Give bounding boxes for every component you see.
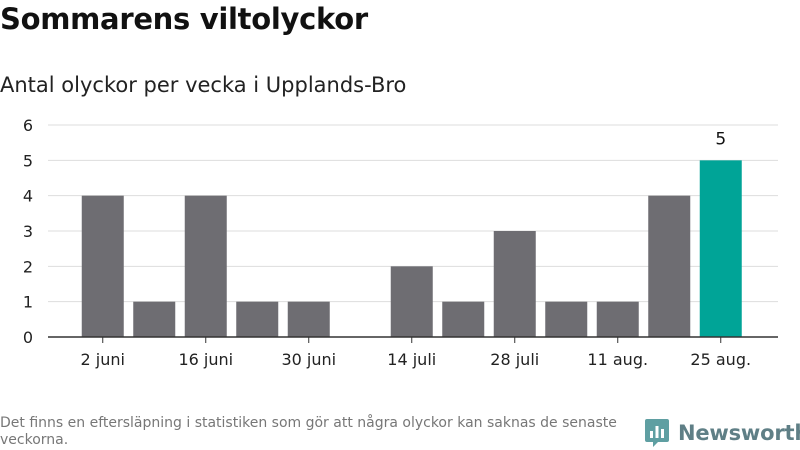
bar — [596, 301, 639, 337]
x-tick-label: 11 aug. — [587, 350, 648, 369]
y-tick-label: 1 — [23, 293, 33, 312]
bar — [236, 301, 279, 337]
chart-title: Sommarens viltolyckor — [0, 2, 368, 36]
bar — [648, 195, 691, 337]
x-tick-label: 25 aug. — [690, 350, 751, 369]
y-tick-label: 4 — [23, 187, 33, 206]
brand-logo: Newsworthy — [644, 418, 800, 448]
bar — [287, 301, 330, 337]
bar — [545, 301, 588, 337]
y-tick-label: 6 — [23, 116, 33, 135]
y-tick-label: 2 — [23, 257, 33, 276]
footnote: Det finns en eftersläpning i statistiken… — [0, 415, 617, 448]
x-tick-label: 28 juli — [490, 350, 539, 369]
y-tick-label: 5 — [23, 151, 33, 170]
bar — [493, 231, 536, 337]
bar — [81, 195, 124, 337]
y-tick-label: 0 — [23, 328, 33, 347]
x-tick-label: 30 juni — [281, 350, 336, 369]
bar-highlighted — [699, 160, 742, 337]
y-tick-label: 3 — [23, 222, 33, 241]
bar — [390, 266, 433, 337]
x-tick-label: 16 juni — [178, 350, 233, 369]
data-label: 5 — [715, 129, 726, 149]
bar — [184, 195, 227, 337]
bar — [133, 301, 176, 337]
bar — [442, 301, 485, 337]
x-tick-label: 14 juli — [387, 350, 436, 369]
bar-chart-badge-icon — [645, 419, 669, 447]
x-tick-label: 2 juni — [81, 350, 125, 369]
chart-subtitle: Antal olyckor per vecka i Upplands-Bro — [0, 73, 407, 97]
brand-name: Newsworthy — [678, 421, 800, 445]
